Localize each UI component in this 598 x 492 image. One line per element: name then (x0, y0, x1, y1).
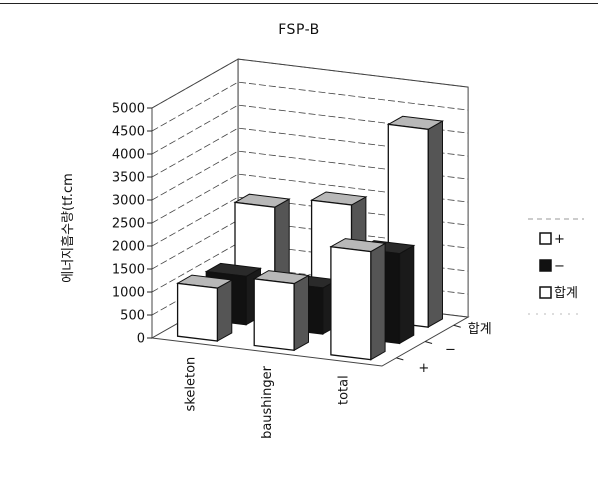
x-category-label: total (337, 375, 352, 405)
y-tick-label: 1500 (112, 263, 145, 278)
x-category-label: skeleton (183, 357, 198, 412)
y-tick-label: 5000 (112, 102, 145, 117)
depth-tick-mark (396, 357, 404, 361)
legend-label: 합계 (554, 286, 578, 301)
grid-line (151, 81, 469, 132)
bar-front (176, 282, 219, 342)
bar-1-2 (252, 270, 311, 352)
y-tick-label: 2500 (112, 217, 145, 232)
legend: + − 합계 (528, 218, 584, 315)
bar-side (399, 244, 415, 345)
y-tick-label: 2000 (112, 240, 145, 255)
depth-tick-mark (453, 324, 461, 328)
depth-label: + (418, 361, 429, 376)
y-tick-label: 3500 (112, 171, 145, 186)
grid-line (151, 58, 469, 109)
legend-swatch (539, 286, 552, 299)
bar-front (253, 278, 295, 352)
y-tick-label: 0 (137, 332, 145, 347)
legend-label: + (554, 232, 565, 247)
bar-side (370, 242, 386, 361)
y-tick-label: 1000 (112, 286, 145, 301)
bar-side (427, 120, 443, 328)
legend-label: − (554, 259, 565, 274)
bar-side (216, 279, 233, 342)
legend-swatch (539, 232, 552, 245)
bars (176, 115, 445, 361)
y-tick-label: 4000 (112, 148, 145, 163)
y-axis-label: 에너지흡수량(tf.cm (61, 173, 76, 283)
bar-front (330, 245, 372, 361)
y-tick-label: 500 (120, 309, 145, 324)
depth-label: 합계 (468, 322, 492, 337)
y-tick-label: 4500 (112, 125, 145, 140)
bar-1-3 (329, 238, 387, 361)
bar-1-1 (176, 274, 234, 342)
bar-side (293, 274, 309, 352)
x-category-label: baushinger (260, 365, 275, 439)
x-axis-categories: skeleton baushinger total (183, 357, 351, 439)
bar-3-3 (386, 115, 445, 328)
legend-swatch (539, 259, 552, 272)
top-rule (0, 3, 598, 4)
depth-tick-mark (424, 341, 433, 345)
y-tick-label: 3000 (112, 194, 145, 209)
depth-axis-labels: + −합계 (396, 322, 492, 376)
chart-title: FSP-B (278, 22, 320, 38)
depth-label: − (445, 343, 456, 358)
y-axis-ticks: 0 500 1000 1500 2000 2500 3000 3500 4000 4500 5000 (112, 102, 152, 347)
